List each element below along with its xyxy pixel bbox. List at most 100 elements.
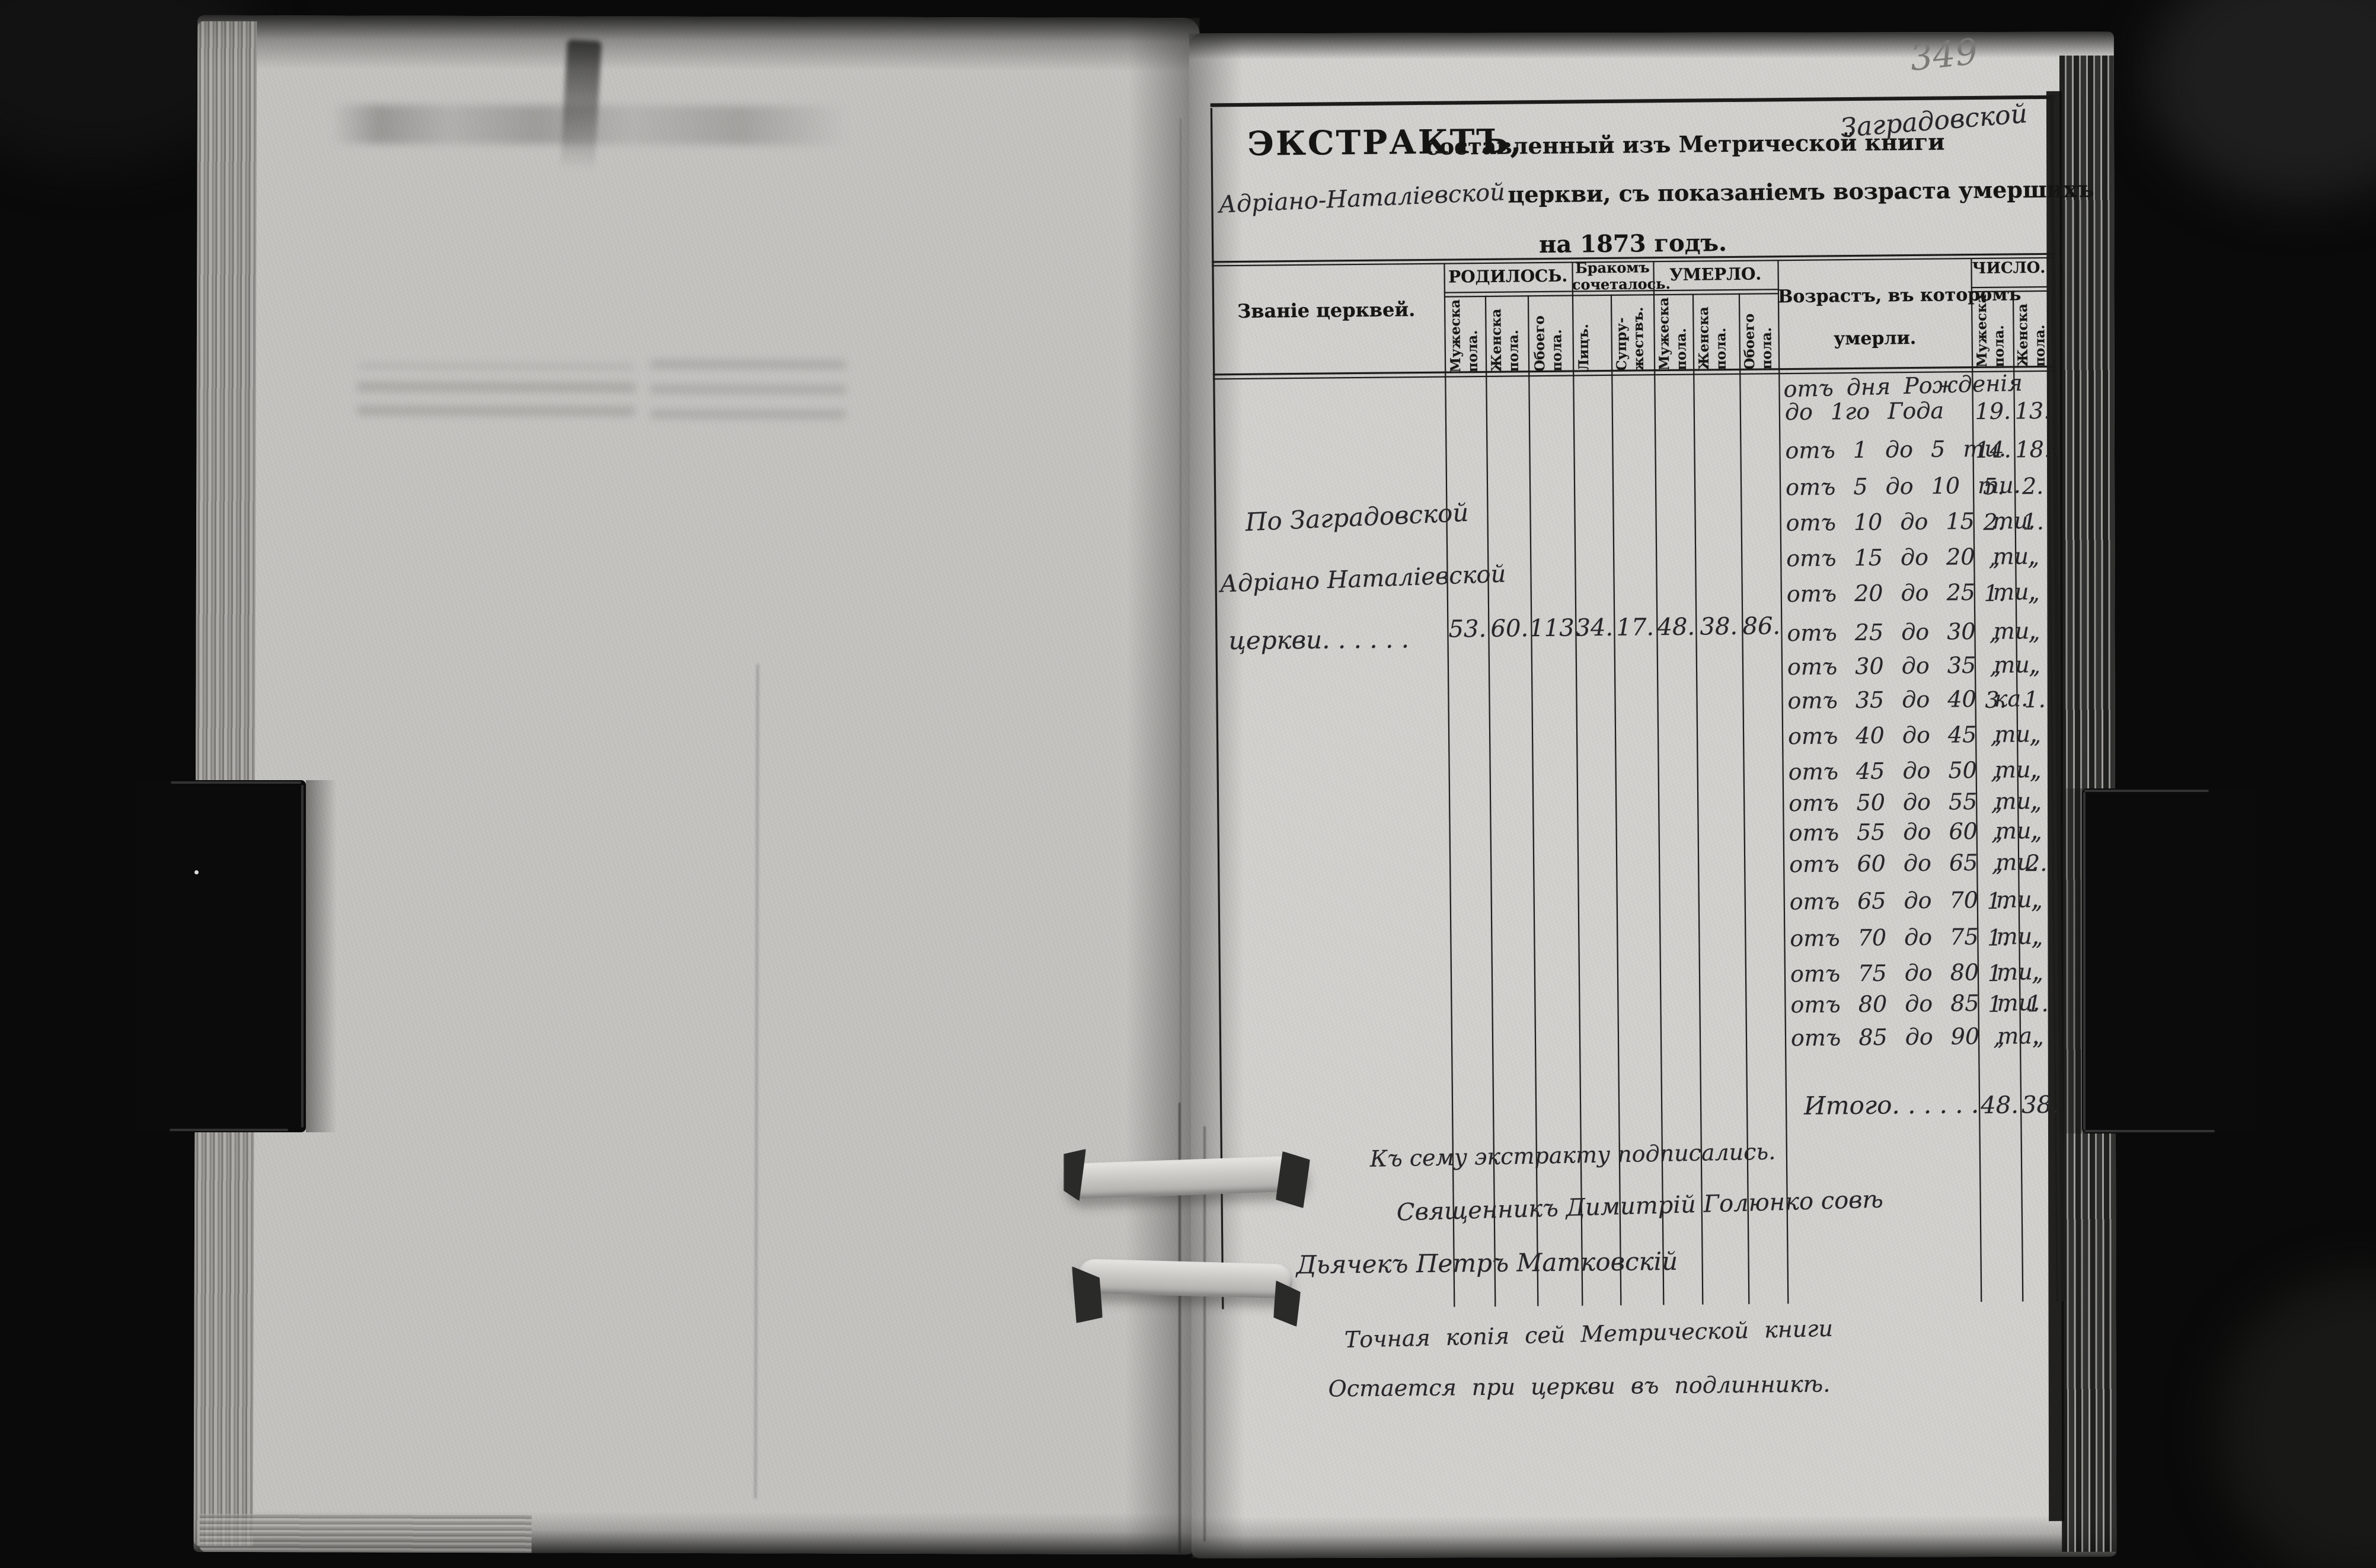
age-row: отъ 1 до 5 ти. 14. 18. <box>1779 435 2054 471</box>
title-printed-2: церкви, съ показаніемъ возраста умершихъ <box>1508 175 2094 208</box>
entry-church-line2: Адріано Наталіевской <box>1219 560 1507 598</box>
clamp-highlight <box>2083 792 2086 1130</box>
total-label: Итого. . . . . . <box>1803 1090 1979 1120</box>
bleedthrough-title-ghost <box>330 104 870 145</box>
page-bottom-shadow <box>1192 1515 2117 1559</box>
age-row: до 1го Года 19. 13. <box>1779 397 2054 432</box>
subcol-married-persons: Лицъ. <box>1575 324 1592 372</box>
count-female: 18. <box>2015 436 2052 463</box>
age-row: отъ 60 до 65 ти. „ 2. <box>1783 849 2058 884</box>
count-female: „ <box>2030 788 2042 816</box>
binding-tie-bottom <box>1077 1259 1293 1299</box>
gutter-crease <box>1203 1126 1206 1541</box>
count-male: „ <box>1992 1024 2005 1050</box>
grid-line <box>1444 290 1572 293</box>
entry-died-both: 86. <box>1742 612 1781 640</box>
entry-born-male: 53. <box>1448 615 1487 643</box>
right-book-clamp <box>2082 788 2257 1133</box>
entry-died-male: 48. <box>1657 613 1695 641</box>
clamp-glint <box>194 870 199 874</box>
age-row: отъ 75 до 80 ти. 1. „ <box>1784 959 2059 994</box>
count-male: 14. <box>1975 436 2011 464</box>
left-book-clamp <box>135 780 306 1132</box>
grid-line <box>1444 295 1572 298</box>
count-male: „ <box>1991 819 2003 845</box>
count-female: „ <box>2028 652 2041 679</box>
age-row: отъ 65 до 70 ти. 1. „ <box>1784 886 2058 922</box>
count-male: 1. <box>1987 960 2010 986</box>
age-row: отъ 40 до 45 ти. „ „ <box>1782 721 2056 756</box>
clamp-highlight <box>2084 790 2209 792</box>
count-female: 1. <box>2027 990 2049 1017</box>
count-male: 3. <box>1985 686 2007 713</box>
count-male: „ <box>1990 722 2003 749</box>
count-male: 2. <box>1983 509 2005 535</box>
clamp-highlight <box>2084 1130 2215 1132</box>
count-male: 1. <box>1988 991 2010 1017</box>
age-row: отъ 85 до 90 та. „ „ <box>1785 1023 2059 1058</box>
entry-died-female: 38. <box>1700 612 1738 641</box>
total-female: 38. <box>2021 1091 2059 1119</box>
count-male: 1. <box>1987 887 2009 914</box>
entry-born-both: 113. <box>1529 614 1582 643</box>
age-row: отъ 10 до 15 ти. 2. 1. <box>1780 507 2054 543</box>
subcol-count-female: Женска пола. <box>2014 303 2048 368</box>
age-row: отъ 55 до 60 ти. „ „ <box>1783 817 2057 853</box>
subcol-born-male: Мужеска пола. <box>1447 299 1481 373</box>
age-row: отъ 35 до 40 ка. 3. 1. <box>1781 685 2056 721</box>
subcol-married-couples: Супру- жествъ. <box>1613 306 1647 371</box>
count-male: „ <box>1989 653 2002 679</box>
top-edge-stain <box>560 39 602 171</box>
extract-table: ЭКСТРАКТЪ, составленный изъ Метрической … <box>1210 88 2094 1466</box>
entry-church-line3: церкви. . . . . . <box>1228 624 1410 656</box>
age-row: отъ 20 до 25 ти. 1. „ <box>1781 579 2055 614</box>
count-male: „ <box>1991 789 2003 816</box>
col-group-age-line1: Возрастъ, въ которомъ <box>1777 284 2021 308</box>
count-male: „ <box>1990 758 2003 784</box>
count-male: „ <box>1989 619 2001 646</box>
subcol-died-female: Женска пола. <box>1695 306 1729 371</box>
left-blank-page <box>193 15 1200 1555</box>
grid-line <box>1210 95 2055 107</box>
bleedthrough-text-ghost <box>650 359 846 419</box>
grid-line <box>1653 289 1778 292</box>
col-group-age-line2: умерли. <box>1833 327 1917 350</box>
subcol-died-male: Мужеска пола. <box>1656 297 1690 371</box>
col-group-born: РОДИЛОСЬ. <box>1448 266 1568 287</box>
age-row: отъ 25 до 30 ти. „ „ <box>1781 618 2055 653</box>
count-female: „ <box>2031 959 2044 986</box>
col-group-married: Бракомъ сочеталось. <box>1572 258 1671 293</box>
signature-intro: Къ сему экстракту подписались. <box>1369 1138 1776 1172</box>
clamp-highlight <box>170 1129 288 1131</box>
count-male: 1. <box>1984 580 2006 606</box>
col-header-church: Званіе церквей. <box>1237 298 1416 322</box>
age-row: отъ 80 до 85 ти. 1. 1. <box>1784 989 2059 1025</box>
entry-church-line1: По Заградовской <box>1244 497 1470 537</box>
background-shade-bottom-right <box>2217 1275 2376 1568</box>
total-male: 48. <box>1981 1091 2019 1119</box>
count-female: 2. <box>2021 472 2044 500</box>
subcol-born-both: Обоего пола. <box>1531 315 1565 372</box>
tie-hole <box>1276 1151 1310 1208</box>
count-male: „ <box>1988 544 2001 571</box>
entry-born-female: 60. <box>1490 615 1529 643</box>
note-line1: Точная копія сей Метрической книги <box>1344 1315 1834 1353</box>
bleedthrough-text-ghost <box>356 364 635 416</box>
signature-sexton: Дьячекъ Петръ Матковскій <box>1296 1246 1678 1280</box>
count-female: „ <box>2030 818 2042 845</box>
signature-priest: Священникъ Димитрій Голюнко совѣ <box>1396 1186 1884 1227</box>
age-row: отъ 5 до 10 ти. 5. 2. <box>1780 472 2054 507</box>
count-female: „ <box>2027 544 2040 571</box>
count-female: 1. <box>2022 508 2045 535</box>
grid-line <box>1653 293 1778 296</box>
count-female: „ <box>2027 579 2040 606</box>
count-female: 13. <box>2014 397 2051 424</box>
age-row: отъ 30 до 35 ти. „ „ <box>1781 652 2056 687</box>
grid-line <box>1572 294 1653 296</box>
count-male: „ <box>1991 850 2004 877</box>
gutter-shadow <box>1124 17 1200 1555</box>
count-female: „ <box>2031 924 2043 951</box>
note-line2: Остается при церкви въ подлинникѣ. <box>1328 1371 1831 1402</box>
age-row: отъ 70 до 75 ти. 1. „ <box>1784 923 2058 959</box>
